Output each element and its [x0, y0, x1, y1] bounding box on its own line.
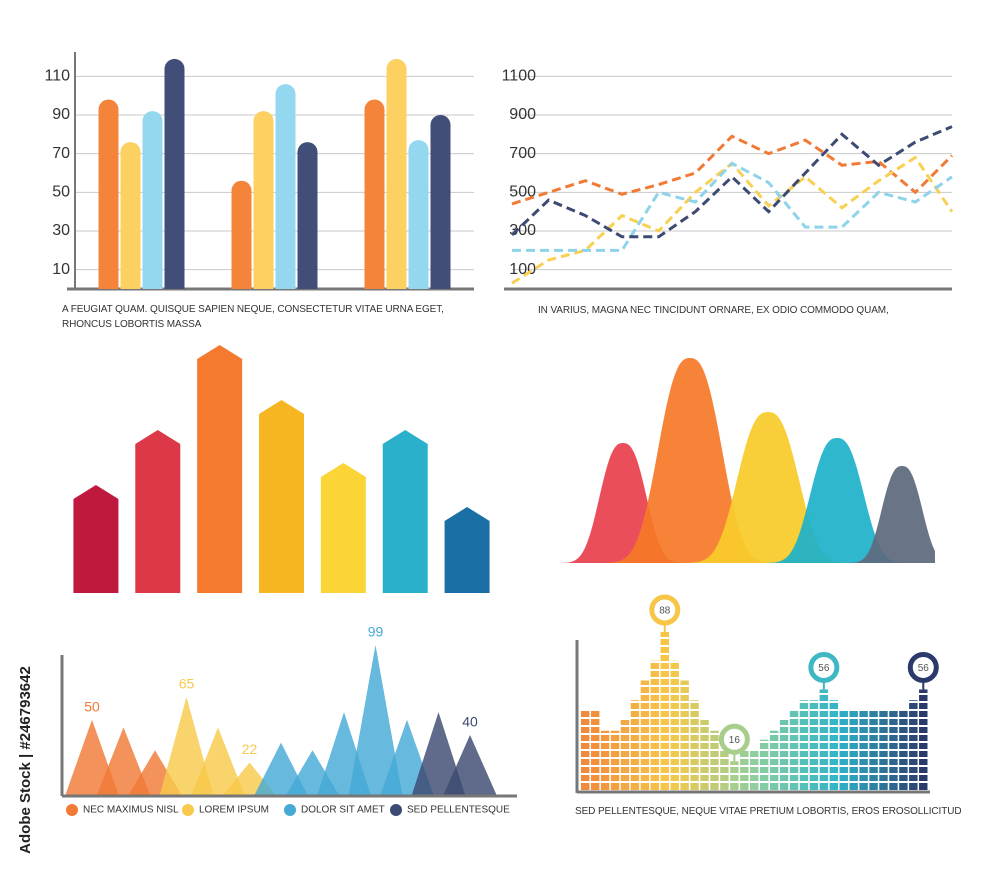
column	[909, 700, 918, 790]
y-tick-label: 10	[52, 261, 70, 278]
legend-label: NEC MAXIMUS NISL	[83, 805, 179, 816]
column	[620, 719, 630, 790]
triangle	[443, 734, 497, 796]
legend-swatch	[284, 804, 296, 816]
label-bubble	[718, 723, 750, 755]
triangle	[191, 727, 245, 796]
bar	[430, 115, 451, 289]
legend-swatch	[390, 804, 402, 816]
line-series	[512, 161, 953, 252]
arrow-bar	[197, 345, 243, 593]
legend-label: SED PELLENTESQUE	[407, 805, 510, 816]
y-tick-label: 30	[52, 222, 70, 239]
column	[740, 750, 749, 790]
y-tick-label: 500	[509, 184, 536, 201]
column	[630, 700, 640, 790]
legend-label: LOREM IPSUM	[199, 805, 269, 816]
triangle	[159, 696, 214, 796]
legend-swatch	[66, 804, 78, 816]
caption: SED PELLENTESQUE, NEQUE VITAE PRETIUM LO…	[575, 806, 962, 817]
y-tick-label: 100	[509, 261, 536, 278]
arrow-bar	[320, 463, 366, 593]
column	[769, 730, 779, 790]
label-bubble	[907, 651, 939, 683]
y-tick-label: 50	[52, 184, 70, 201]
watermark: Adobe Stock | #246793642	[17, 666, 34, 854]
line-series	[511, 134, 954, 206]
bar	[364, 99, 385, 289]
column	[809, 700, 819, 790]
arrow-bar	[444, 507, 490, 593]
bell-curve	[555, 358, 935, 563]
line-series	[510, 125, 953, 239]
triangle	[96, 727, 151, 796]
caption: IN VARIUS, MAGNA NEC TINCIDUNT ORNARE, E…	[538, 305, 889, 316]
bell-curve	[555, 412, 935, 563]
data-label: 56	[818, 663, 830, 674]
column	[819, 689, 829, 790]
column	[640, 680, 650, 790]
arrow-bar	[382, 430, 428, 593]
bar	[120, 142, 141, 289]
bell-curve	[555, 466, 935, 563]
arrow-bar	[135, 430, 181, 593]
y-tick-label: 1100	[502, 68, 537, 85]
column	[600, 730, 610, 790]
y-tick-label: 70	[52, 145, 70, 162]
data-label: 56	[918, 663, 930, 674]
y-tick-label: 300	[509, 222, 536, 239]
caption: A FEUGIAT QUAM. QUISQUE SAPIEN NEQUE, CO…	[62, 304, 444, 330]
legend-swatch	[182, 804, 194, 816]
column	[710, 730, 719, 790]
column	[700, 719, 709, 790]
column	[759, 739, 769, 790]
bar	[253, 111, 274, 290]
y-tick-label: 700	[509, 145, 536, 162]
data-label: 99	[368, 624, 384, 640]
line-series	[511, 155, 954, 285]
column	[919, 689, 928, 790]
bar	[164, 58, 185, 289]
data-label: 88	[659, 606, 671, 617]
data-label: 22	[242, 741, 258, 757]
bar	[142, 111, 163, 290]
column	[799, 700, 809, 790]
label-bubble	[808, 651, 840, 683]
column	[610, 730, 620, 790]
legend-label: DOLOR SIT AMET	[301, 805, 385, 816]
column	[680, 680, 689, 790]
bar	[408, 140, 429, 289]
y-tick-label: 90	[52, 106, 70, 123]
data-label: 50	[84, 698, 100, 714]
y-tick-label: 110	[44, 68, 70, 85]
triangle	[411, 712, 466, 796]
bar	[231, 180, 252, 289]
column	[730, 761, 739, 790]
bar	[297, 142, 318, 289]
bar	[275, 84, 296, 289]
arrow-bar	[259, 400, 304, 593]
data-label: 65	[179, 676, 195, 692]
bell-curve	[555, 438, 935, 563]
column	[829, 700, 839, 790]
label-bubble	[649, 594, 681, 626]
data-label: 40	[462, 714, 478, 730]
y-tick-label: 900	[509, 106, 536, 123]
bar	[98, 99, 119, 289]
column	[720, 750, 729, 790]
column	[750, 750, 759, 790]
column	[779, 719, 789, 790]
arrow-bar	[73, 485, 119, 593]
data-label: 16	[729, 735, 741, 746]
column	[690, 700, 699, 790]
bar	[386, 58, 407, 289]
triangle	[348, 645, 403, 796]
